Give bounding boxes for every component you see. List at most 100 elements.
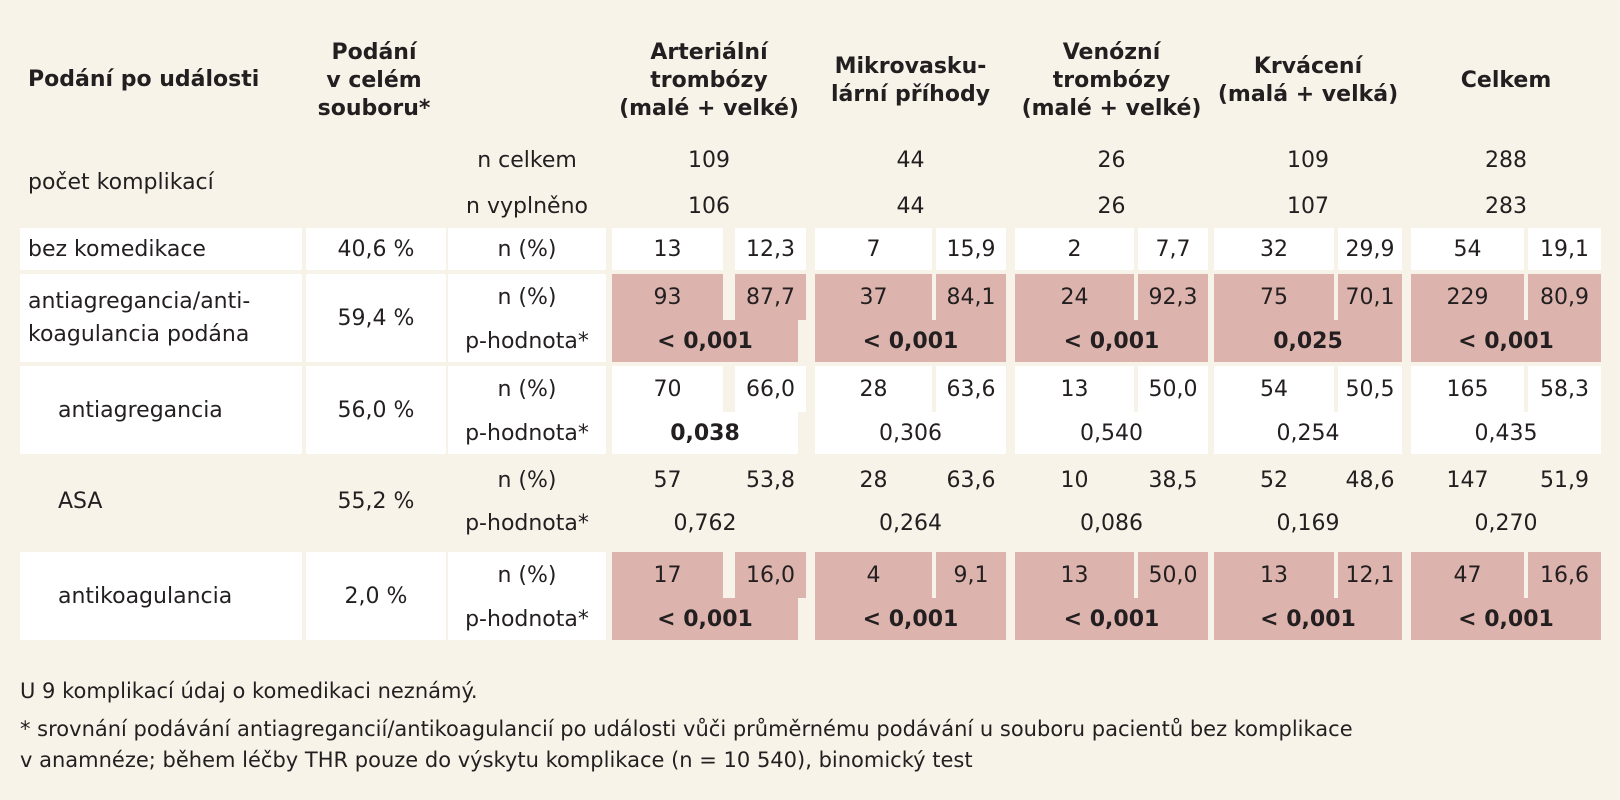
row-label: ASA — [58, 488, 103, 514]
row-n-label: n (%) — [448, 552, 606, 598]
cell-p-value: < 0,001 — [1015, 598, 1208, 640]
cell-n: 47 — [1411, 552, 1524, 598]
cell-n: 229 — [1411, 274, 1524, 320]
cell-pct: 58,3 — [1528, 366, 1601, 412]
cell-n: 28 — [815, 366, 932, 412]
cell-n: 54 — [1214, 366, 1334, 412]
cell-p-value: < 0,001 — [612, 320, 798, 362]
cell-pct: 70,1 — [1338, 274, 1402, 320]
cell-n: 54 — [1411, 228, 1524, 270]
cell-n: 57 — [653, 468, 682, 493]
cell-pct: 50,5 — [1338, 366, 1402, 412]
cell-n: 13 — [1015, 552, 1134, 598]
cell-n: 32 — [1214, 228, 1334, 270]
cell-p-value: < 0,001 — [815, 320, 1006, 362]
n-filled-value: 106 — [688, 193, 730, 219]
cell-pct: 84,1 — [936, 274, 1006, 320]
n-filled-label: n vyplněno — [466, 193, 588, 219]
cell-pct: 92,3 — [1138, 274, 1208, 320]
cell-n: 37 — [815, 274, 932, 320]
header-group-3: Krvácení (malá + velká) — [1217, 54, 1399, 107]
header-overall: Podání v celém souboru* — [317, 40, 431, 121]
header-row-label: Podání po události — [28, 67, 260, 92]
cell-n: 28 — [859, 468, 888, 493]
cell-p-value: 0,306 — [815, 412, 1006, 454]
cell-n: 93 — [612, 274, 723, 320]
row-label: antiagregancia/anti- koagulancia podána — [20, 274, 302, 362]
cell-pct: 66,0 — [735, 366, 806, 412]
cell-p-value: 0,169 — [1276, 511, 1340, 536]
n-total-value: 288 — [1485, 147, 1527, 173]
footnote-unknown: U 9 komplikací údaj o komedikaci neznámý… — [20, 679, 478, 703]
header-group-0: Arteriální trombózy (malé + velké) — [619, 40, 799, 121]
n-filled-value: 44 — [896, 193, 925, 219]
cell-n: 24 — [1015, 274, 1134, 320]
row-label: bez komedikace — [20, 228, 302, 270]
cell-p-value: 0,038 — [612, 412, 798, 454]
n-total-value: 109 — [688, 147, 730, 173]
cell-pct: 38,5 — [1148, 468, 1198, 493]
cell-pct: 12,3 — [735, 228, 806, 270]
cell-p-value: < 0,001 — [1411, 320, 1601, 362]
cell-pct: 51,9 — [1540, 468, 1589, 493]
row-n-label: n (%) — [448, 228, 606, 270]
cell-pct: 16,6 — [1528, 552, 1601, 598]
row-label: antiagregancia — [20, 366, 302, 454]
cell-pct: 80,9 — [1528, 274, 1601, 320]
header-group-2: Venózní trombózy (malé + velké) — [1021, 40, 1202, 121]
cell-pct: 50,0 — [1138, 366, 1208, 412]
footnote-method-line-1: * srovnání podávání antiagregancií/antik… — [20, 717, 1353, 741]
cell-pct: 16,0 — [735, 552, 806, 598]
row-overall: 2,0 % — [306, 552, 446, 640]
cell-pct: 48,6 — [1345, 468, 1395, 493]
cell-pct: 19,1 — [1528, 228, 1601, 270]
cell-n: 4 — [815, 552, 932, 598]
row-p-label: p-hodnota* — [448, 598, 606, 640]
cell-p-value: 0,086 — [1080, 511, 1143, 536]
complications-label: počet komplikací — [28, 169, 214, 195]
cell-pct: 12,1 — [1338, 552, 1402, 598]
cell-p-value: 0,264 — [879, 511, 942, 536]
header-group-4: Celkem — [1460, 68, 1552, 93]
n-filled-value: 107 — [1287, 193, 1329, 219]
n-total-value: 109 — [1287, 147, 1329, 173]
row-n-label: n (%) — [448, 366, 606, 412]
cell-pct: 63,6 — [946, 468, 996, 493]
cell-n: 17 — [612, 552, 723, 598]
cell-pct: 9,1 — [936, 552, 1006, 598]
footnote-method-line-2: v anamnéze; během léčby THR pouze do výs… — [20, 748, 973, 772]
n-total-value: 26 — [1097, 147, 1126, 173]
row-overall: 59,4 % — [306, 274, 446, 362]
cell-n: 70 — [612, 366, 723, 412]
cell-n: 13 — [612, 228, 723, 270]
cell-p-value: < 0,001 — [815, 598, 1006, 640]
row-overall: 40,6 % — [306, 228, 446, 270]
cell-p-value: < 0,001 — [1411, 598, 1601, 640]
row-p-label: p-hodnota* — [465, 511, 589, 536]
cell-n: 75 — [1214, 274, 1334, 320]
cell-p-value: < 0,001 — [1214, 598, 1402, 640]
row-n-label: n (%) — [448, 274, 606, 320]
cell-n: 147 — [1446, 468, 1489, 493]
cell-n: 13 — [1214, 552, 1334, 598]
row-p-label: p-hodnota* — [448, 320, 606, 362]
header-group-1: Mikrovasku- lární příhody — [830, 54, 991, 107]
cell-pct: 53,8 — [746, 468, 795, 493]
cell-p-value: 0,540 — [1015, 412, 1208, 454]
cell-pct: 29,9 — [1338, 228, 1402, 270]
cell-n: 52 — [1260, 468, 1288, 493]
n-filled-value: 283 — [1485, 193, 1527, 219]
cell-p-value: 0,435 — [1411, 412, 1601, 454]
row-overall: 56,0 % — [306, 366, 446, 454]
cell-n: 7 — [815, 228, 932, 270]
cell-p-value: 0,270 — [1474, 511, 1538, 536]
n-total-label: n celkem — [477, 147, 577, 173]
cell-p-value: < 0,001 — [1015, 320, 1208, 362]
row-p-label: p-hodnota* — [448, 412, 606, 454]
cell-p-value: 0,762 — [673, 511, 737, 536]
cell-n: 13 — [1015, 366, 1134, 412]
cell-pct: 50,0 — [1138, 552, 1208, 598]
cell-pct: 87,7 — [735, 274, 806, 320]
row-n-label: n (%) — [497, 468, 557, 493]
cell-pct: 63,6 — [936, 366, 1006, 412]
